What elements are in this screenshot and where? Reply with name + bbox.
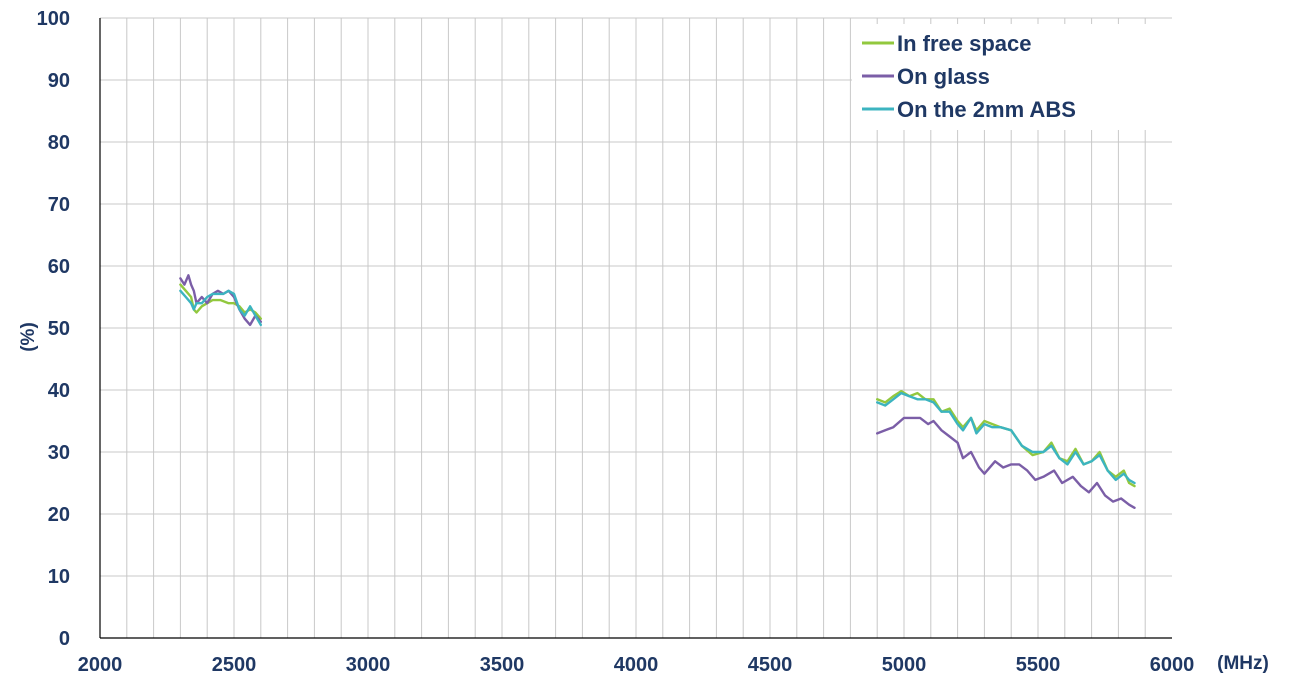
- y-tick-label: 70: [48, 194, 70, 216]
- series-lines: [179, 274, 1136, 509]
- x-tick-label: 2500: [212, 654, 257, 676]
- y-axis-label: (%): [18, 322, 39, 352]
- y-tick-label: 10: [48, 566, 70, 588]
- x-tick-label: 5000: [882, 654, 927, 676]
- y-tick-label: 50: [48, 318, 70, 340]
- x-tick-label: 3000: [346, 654, 391, 676]
- legend-label: In free space: [897, 31, 1032, 56]
- y-tick-label: 30: [48, 442, 70, 464]
- gridlines: [100, 17, 1172, 638]
- legend: In free space On glass On the 2mm ABS: [852, 24, 1174, 130]
- series-1: [179, 274, 1136, 509]
- series-line: [179, 289, 262, 327]
- y-tick-label: 0: [59, 628, 70, 650]
- x-tick-label: 4500: [748, 654, 793, 676]
- series-2: [179, 289, 1136, 485]
- series-line: [876, 391, 1136, 485]
- x-tick-label: 4000: [614, 654, 659, 676]
- x-tick-label: 3500: [480, 654, 525, 676]
- x-tick-label: 2000: [78, 654, 123, 676]
- series-0: [179, 283, 1136, 488]
- y-tick-label: 60: [48, 256, 70, 278]
- legend-label: On the 2mm ABS: [897, 97, 1076, 122]
- y-tick-label: 40: [48, 380, 70, 402]
- axes: 0 10 20 30 40 50 60 70 80 90 100 2000 2500 3000 3500 40…: [18, 8, 1269, 676]
- x-tick-label: 6000: [1150, 654, 1195, 676]
- x-tick-label: 5500: [1016, 654, 1061, 676]
- y-tick-label: 80: [48, 132, 70, 154]
- y-tick-label: 90: [48, 70, 70, 92]
- legend-box: [852, 24, 1174, 130]
- y-tick-label: 20: [48, 504, 70, 526]
- series-line: [876, 416, 1136, 509]
- y-tick-label: 100: [37, 8, 70, 30]
- series-line: [179, 274, 262, 327]
- x-axis-label: (MHz): [1217, 653, 1269, 674]
- series-line: [876, 390, 1136, 488]
- legend-label: On glass: [897, 64, 990, 89]
